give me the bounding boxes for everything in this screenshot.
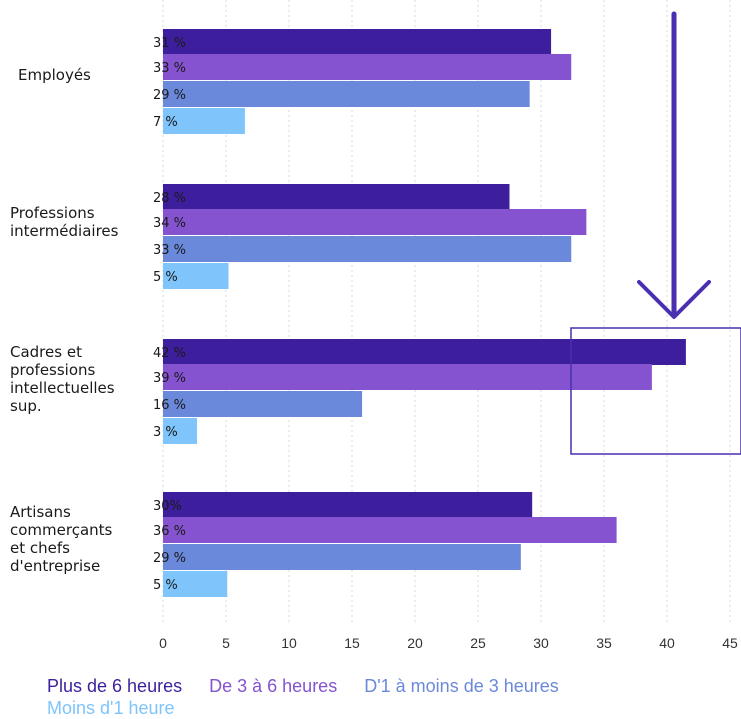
bars [163, 29, 686, 597]
bar-value-label: 30% [153, 499, 182, 514]
x-axis-ticks: 0 5 10 15 20 25 30 35 40 45 [159, 635, 738, 651]
bar [163, 108, 245, 134]
bar [163, 29, 552, 55]
legend-item-3-6h: De 3 à 6 heures [209, 676, 338, 696]
bar [163, 364, 652, 390]
x-tick-label: 35 [596, 635, 612, 651]
annotation-arrow-head-icon [637, 280, 711, 319]
bar [163, 81, 530, 107]
bar [163, 184, 510, 210]
x-tick-label: 0 [159, 635, 167, 651]
legend: Plus de 6 heures De 3 à 6 heures D'1 à m… [47, 675, 727, 719]
data-labels: 31 % 33 % 29 % 7 % 28 % 34 % 33 % 5 % 42 % 39 % 16… [153, 36, 186, 593]
bar-value-label: 3 % [153, 425, 178, 440]
legend-item-plus-6h: Plus de 6 heures [47, 676, 183, 696]
bar-value-label: 33 % [153, 61, 186, 76]
bar-value-label: 29 % [153, 551, 186, 566]
category-label: Professions intermédiaires [10, 204, 119, 240]
bar [163, 571, 228, 597]
bar [163, 263, 229, 289]
bar-value-label: 33 % [153, 243, 186, 258]
bar [163, 418, 198, 444]
bar [163, 517, 617, 543]
bar-value-label: 7 % [153, 115, 178, 130]
x-tick-label: 25 [470, 635, 486, 651]
x-tick-label: 40 [659, 635, 675, 651]
x-tick-label: 45 [722, 635, 738, 651]
bar [163, 391, 363, 417]
x-tick-label: 20 [407, 635, 423, 651]
bar-value-label: 16 % [153, 398, 186, 413]
bar [163, 236, 572, 262]
category-label: Artisans commerçants et chefs d'entreprise [10, 503, 113, 575]
legend-item-1-3h: D'1 à moins de 3 heures [364, 676, 559, 696]
category-label: Employés [18, 66, 91, 84]
bar-value-label: 42 % [153, 346, 186, 361]
legend-item-moins-1h: Moins d'1 heure [47, 698, 175, 718]
category-label: Cadres et professions intellectuelles sup. [10, 343, 115, 415]
x-tick-label: 5 [222, 635, 230, 651]
bar [163, 544, 521, 570]
x-tick-label: 10 [281, 635, 297, 651]
bar [163, 492, 533, 518]
bar [163, 54, 572, 80]
x-tick-label: 15 [344, 635, 360, 651]
bar [163, 209, 587, 235]
bar-value-label: 29 % [153, 88, 186, 103]
bar-value-label: 31 % [153, 36, 186, 51]
bar [163, 339, 686, 365]
bar-value-label: 5 % [153, 270, 178, 285]
x-tick-label: 30 [533, 635, 549, 651]
bar-value-label: 39 % [153, 371, 186, 386]
bar-value-label: 36 % [153, 524, 186, 539]
annotation [570, 11, 741, 455]
bar-value-label: 28 % [153, 191, 186, 206]
annotation-highlight-box [570, 327, 741, 455]
bar-value-label: 5 % [153, 578, 178, 593]
bar-value-label: 34 % [153, 216, 186, 231]
